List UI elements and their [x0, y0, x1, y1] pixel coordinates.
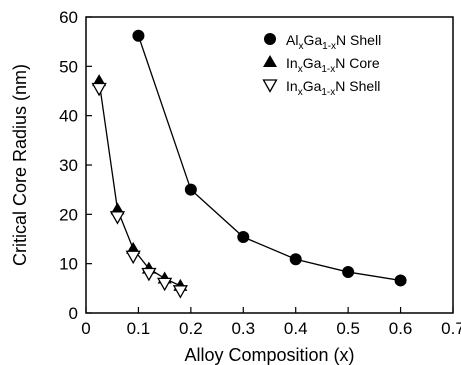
legend-text-part: In	[286, 78, 298, 94]
legend-entry: AlxGa1-xN Shell	[286, 32, 381, 52]
legend-subscript: 1-x	[321, 87, 335, 98]
x-tick-label: 0.1	[127, 319, 151, 338]
legend-text-part: Ga	[303, 55, 322, 71]
legend-entry: InxGa1-xN Core	[286, 55, 380, 75]
legend-subscript: 1-x	[322, 41, 336, 52]
x-tick-label: 0.7	[441, 319, 461, 338]
data-point	[132, 29, 145, 42]
data-point	[289, 253, 302, 266]
y-tick-label: 20	[59, 205, 78, 224]
data-point	[125, 250, 141, 265]
y-tick-label: 50	[59, 57, 78, 76]
y-tick-label: 0	[69, 304, 78, 323]
legend-subscript: x	[298, 64, 303, 75]
legend-text-part: N Core	[335, 55, 380, 71]
legend-marker	[264, 33, 276, 45]
legend-text-part: N Shell	[335, 78, 380, 94]
data-point	[157, 277, 173, 292]
data-point	[141, 267, 157, 282]
data-point	[172, 285, 188, 299]
data-point	[342, 266, 355, 279]
legend-marker	[263, 55, 277, 67]
data-point	[394, 274, 407, 287]
y-tick-label: 60	[59, 8, 78, 27]
legend-subscript: 1-x	[321, 64, 335, 75]
data-point	[109, 211, 126, 225]
series-line	[98, 81, 181, 287]
y-tick-label: 40	[59, 107, 78, 126]
legend-text-part: In	[286, 55, 298, 71]
x-tick-label: 0.3	[231, 319, 255, 338]
x-axis-label: Alloy Composition (x)	[184, 345, 354, 365]
data-point	[237, 231, 250, 244]
x-tick-label: 0.4	[284, 319, 308, 338]
data-point	[184, 183, 197, 196]
legend-subscript: x	[298, 87, 303, 98]
x-tick-label: 0	[81, 319, 90, 338]
y-tick-label: 10	[59, 255, 78, 274]
series-line	[137, 35, 401, 282]
series-group	[91, 29, 407, 299]
legend-marker	[262, 79, 278, 93]
legend-entry: InxGa1-xN Shell	[286, 78, 380, 98]
y-tick-label: 30	[59, 156, 78, 175]
data-point	[91, 82, 107, 97]
x-tick-label: 0.2	[179, 319, 203, 338]
legend-text-part: N Shell	[336, 32, 381, 48]
y-axis-label: Critical Core Radius (nm)	[10, 64, 30, 266]
legend-text-part: Ga	[303, 32, 322, 48]
tick-group: 0 0.1 0.2 0.3 0.4 0.5 0.6 0.7 0 10 20 30 40 50 60	[59, 8, 461, 338]
legend-text-part: Al	[286, 32, 298, 48]
legend-text-part: Ga	[303, 78, 322, 94]
legend-subscript: x	[298, 41, 303, 52]
x-tick-label: 0.5	[336, 319, 360, 338]
x-tick-label: 0.6	[389, 319, 413, 338]
